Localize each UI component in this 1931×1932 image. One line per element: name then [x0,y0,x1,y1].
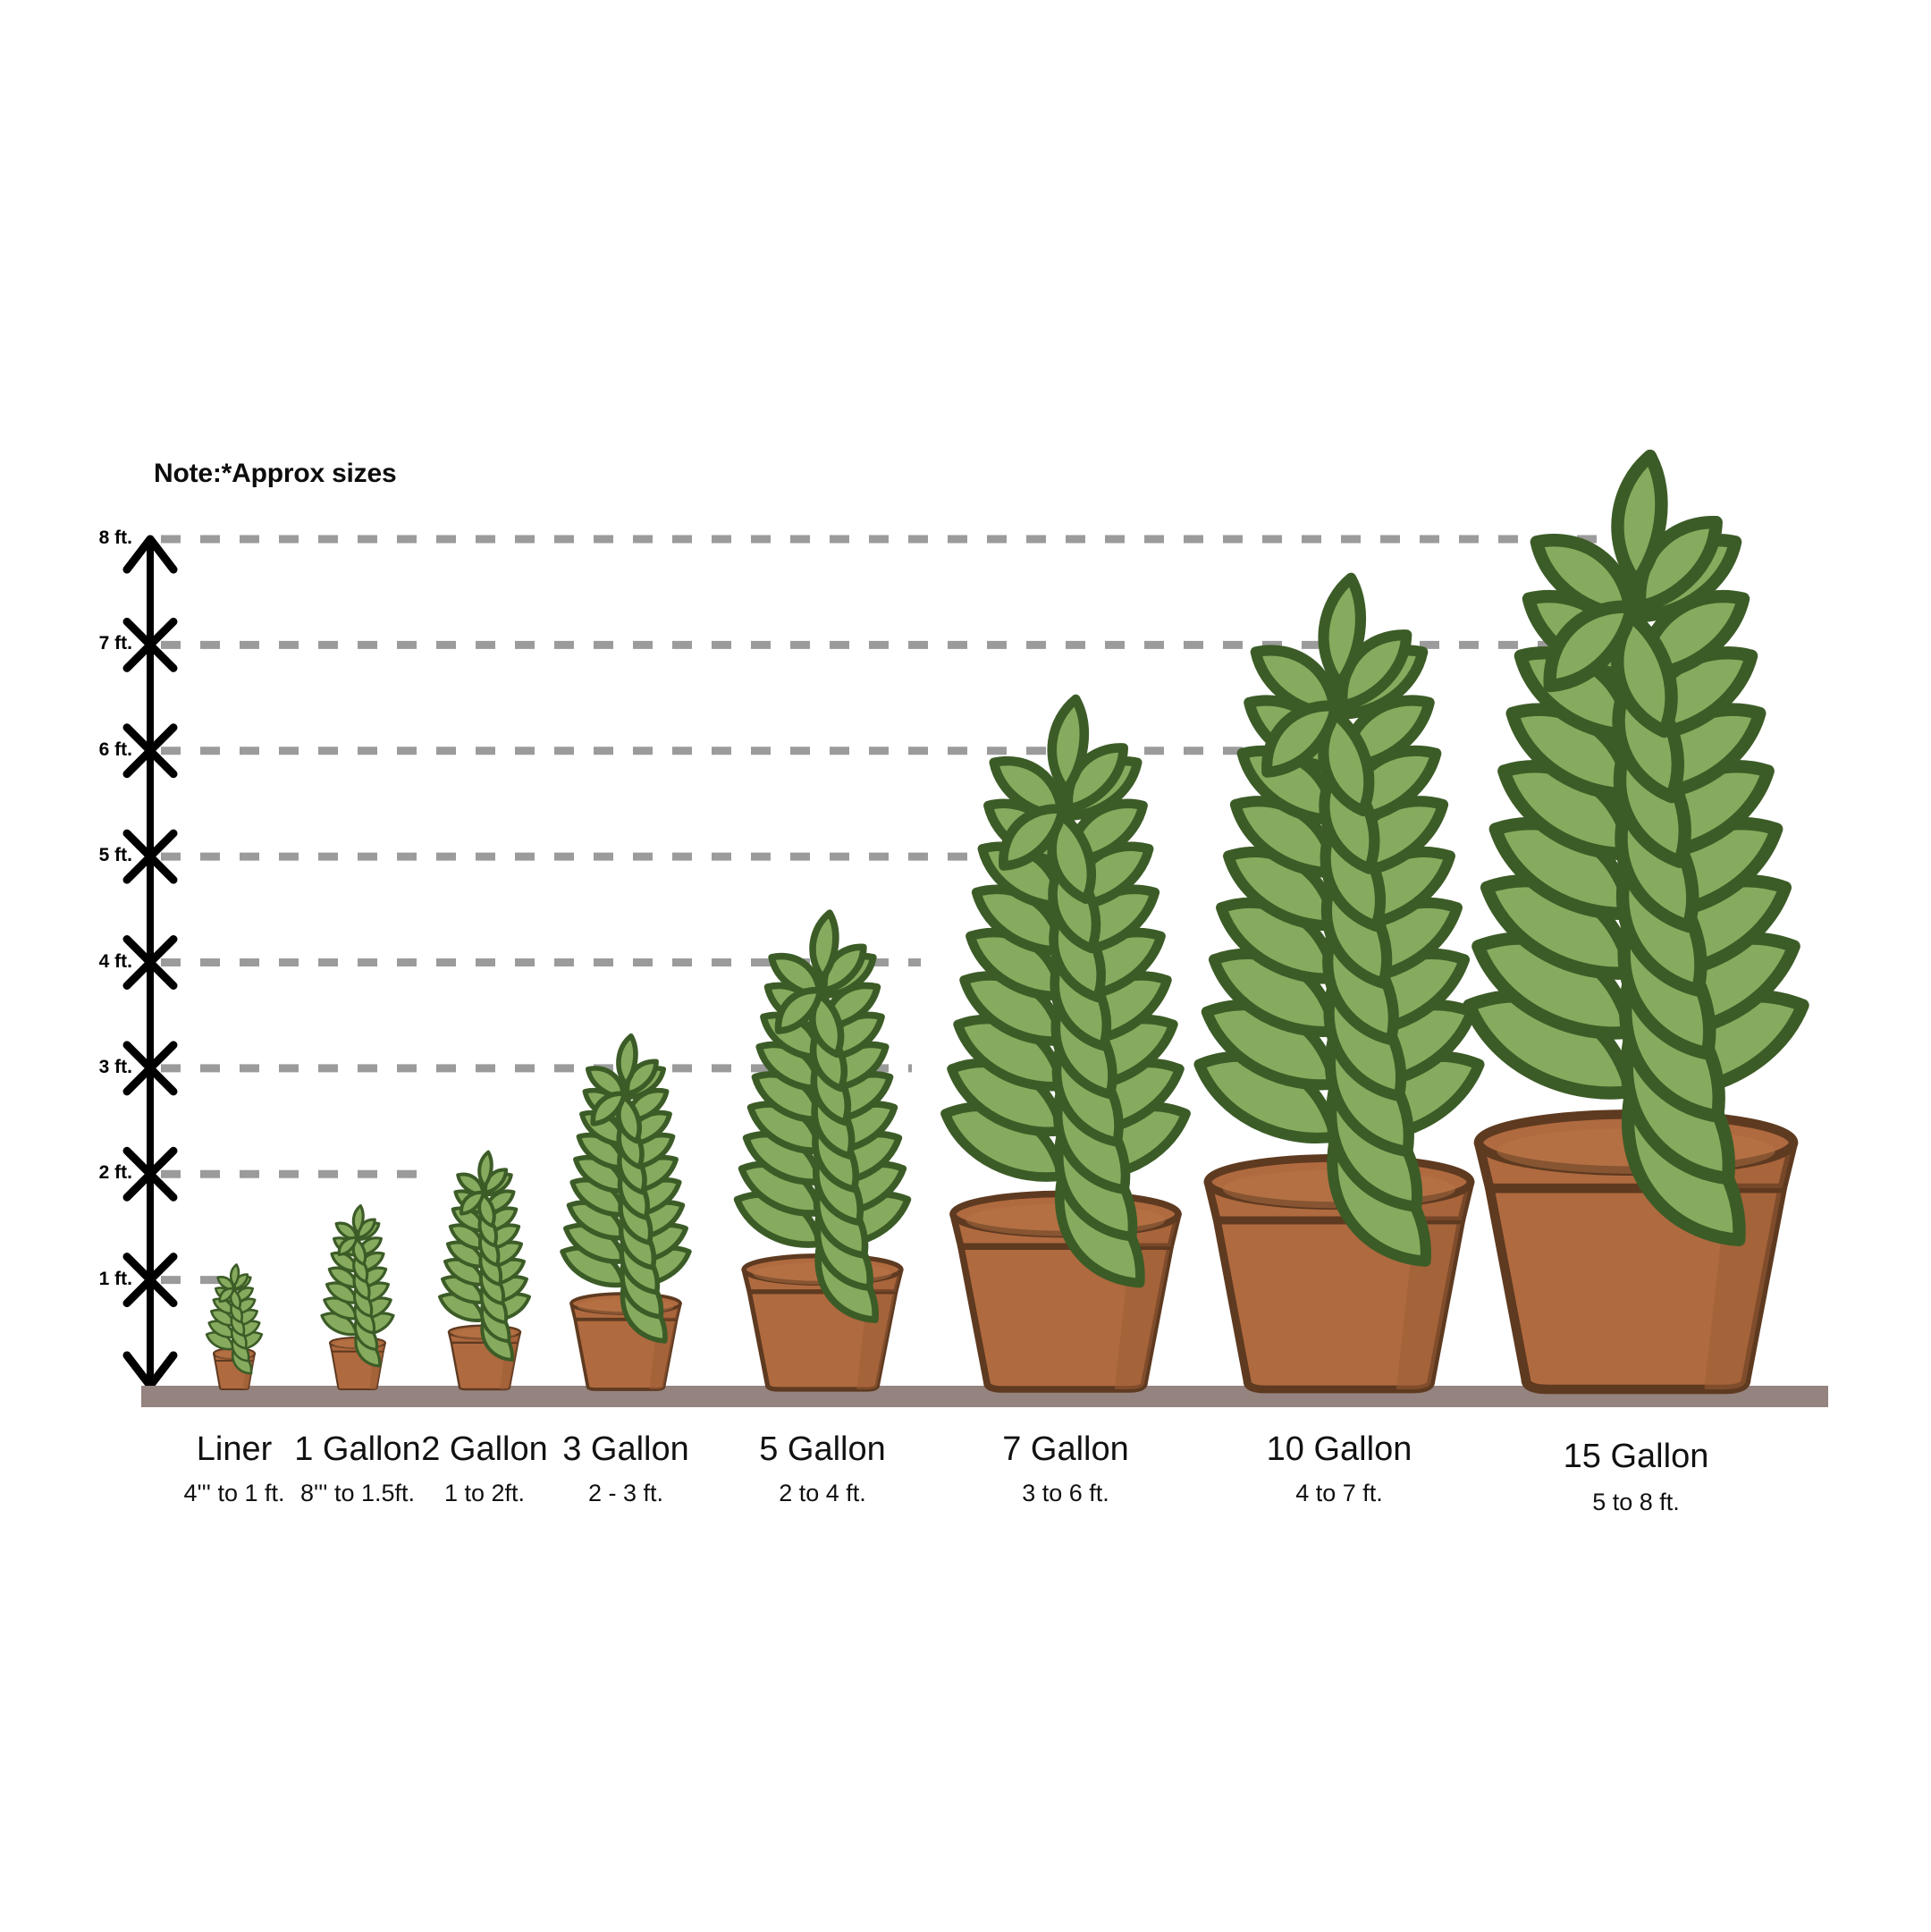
leaf [327,1266,358,1288]
leaf [569,1177,627,1218]
leaf [229,1263,240,1287]
axis-arrowhead [122,1351,178,1390]
plant-3 [560,1033,692,1391]
leaf [1497,760,1638,861]
leaf [448,1223,485,1251]
leaf [477,1193,496,1228]
leaf [616,1033,638,1087]
plant-0 [205,1263,264,1390]
axis-tick-5ft [122,829,178,884]
y-axis-group [122,535,178,1390]
pot-label-10-gallon: 10 Gallon [1266,1430,1412,1468]
leaf [477,1150,493,1188]
pot-range-10-gallon: 4 to 7 ft. [1295,1480,1383,1506]
leaf [751,1070,824,1124]
plant-7 [1463,449,1809,1395]
leaf [573,1154,627,1194]
pot-label-1-gallon: 1 Gallon [294,1430,421,1468]
leaf [218,1287,235,1303]
leaf [1611,609,1678,738]
leaf [205,1331,235,1351]
leaf [755,1041,824,1093]
leaf [323,1296,358,1320]
plants-group [205,449,1809,1395]
leaf [337,1236,358,1256]
leaf [809,991,845,1059]
axis-tick-2ft [122,1146,178,1202]
axis-tick-3ft [122,1041,178,1096]
pot-label-7-gallon: 7 Gallon [1002,1430,1129,1468]
leaf [966,927,1067,1001]
leaf [999,804,1067,871]
pot-range-2-gallon: 1 to 2ft. [443,1480,526,1506]
leaf [1208,948,1341,1038]
leaf [460,1190,485,1216]
plant-2 [437,1150,532,1391]
axis-label-6ft: 6 ft. [98,738,132,760]
leaf [1261,700,1342,778]
axis-label-3ft: 3 ft. [98,1056,132,1077]
pot-range-5-gallon: 2 to 4 ft. [779,1480,866,1506]
leaf [1543,600,1639,693]
pot-label-15-gallon: 15 Gallon [1563,1438,1709,1475]
leaf [1318,708,1375,817]
leaf [351,1237,367,1266]
leaf [1216,897,1341,984]
leaf [616,1094,642,1144]
axis-arrowhead [122,535,178,574]
leaf [1505,703,1638,801]
leaf [1229,796,1341,879]
axis-label-2ft: 2 ft. [98,1162,132,1184]
leaf [590,1091,628,1126]
axis-label-8ft: 8 ft. [98,527,132,548]
axis-label-1ft: 1 ft. [98,1268,132,1289]
axis-tick-1ft [122,1253,178,1308]
pot-label-5-gallon: 5 Gallon [759,1430,886,1468]
leaf [212,1297,235,1315]
leaf [1223,846,1341,932]
leaf [445,1240,485,1269]
leaf [320,1312,358,1337]
leaf [207,1320,235,1339]
leaf [209,1309,235,1327]
leaf [1488,816,1638,921]
pot-range-liner: 4''' to 1 ft. [183,1480,285,1506]
plant-1 [320,1204,395,1390]
pot-label-2-gallon: 2 Gallon [421,1430,548,1468]
axis-label-4ft: 4 ft. [98,950,132,972]
pot-label-3-gallon: 3 Gallon [562,1430,689,1468]
axis-tick-7ft [122,617,178,672]
axis-tick-4ft [122,935,178,990]
pot-range-3-gallon: 2 - 3 ft. [587,1480,664,1506]
leaf [774,987,824,1034]
leaf [441,1275,485,1304]
leaf [809,909,839,982]
leaf [1611,449,1668,589]
pot-label-liner: Liner [196,1430,273,1468]
leaf [576,1132,627,1170]
leaf [971,884,1067,956]
leaf [1318,572,1366,690]
plant-5 [940,694,1191,1393]
note-approx-sizes: Note:*Approx sizes [154,459,397,488]
leaf [351,1204,365,1235]
pot-range-7-gallon: 3 to 6 ft. [1022,1480,1109,1506]
plant-4 [733,909,912,1392]
leaf [959,971,1067,1046]
leaf [330,1251,358,1273]
leaf [1047,811,1097,905]
pot-range-1-gallon: 8''' to 1.5ft. [299,1480,416,1506]
leaf [443,1257,485,1287]
axis-label-7ft: 7 ft. [98,633,132,654]
pot-range-15-gallon: 5 to 8 ft. [1592,1489,1680,1515]
leaf [325,1281,358,1304]
axis-label-5ft: 5 ft. [98,845,132,866]
plant-6 [1193,572,1485,1394]
leaf [1047,694,1090,796]
axis-tick-6ft [122,723,178,779]
